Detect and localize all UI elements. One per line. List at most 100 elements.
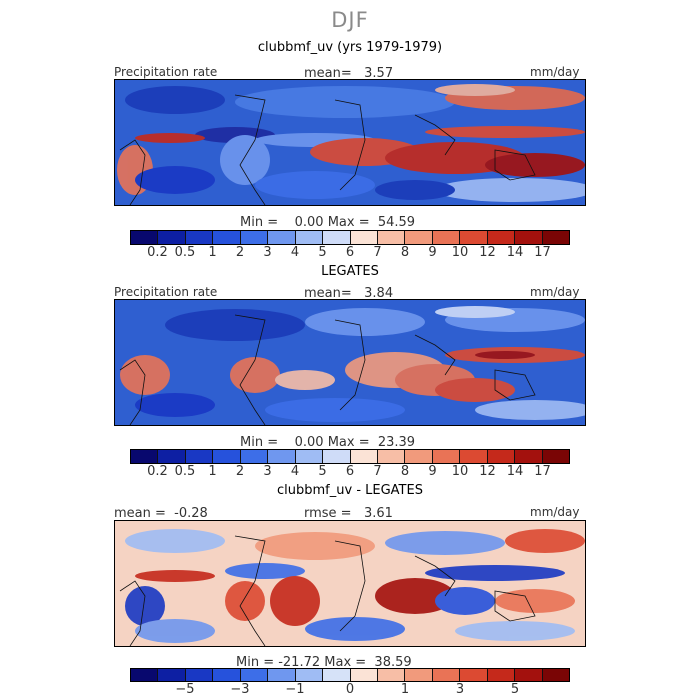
- panel1-colorbar: [130, 230, 570, 245]
- colorbar-tick-label: 8: [400, 245, 410, 260]
- colorbar-swatch: [432, 231, 461, 244]
- colorbar-tick-label: 14: [506, 245, 524, 260]
- panel2-colorbar-ticks: 0.2 0.5 1 2 3 4 5 6 7 8 9 10 12 14 17: [130, 464, 570, 480]
- colorbar-tick-label: 3: [263, 464, 272, 479]
- panel1-minmax: Min = 0.00 Max = 54.59: [240, 215, 416, 230]
- colorbar-swatch: [268, 231, 296, 244]
- colorbar-tick-label: 9: [428, 464, 437, 479]
- colorbar-swatch: [323, 231, 351, 244]
- colorbar-swatch: [515, 450, 543, 463]
- colorbar-tick-label: 12: [479, 464, 496, 479]
- colorbar-tick-label: 2: [235, 245, 245, 260]
- colorbar-swatch: [405, 450, 433, 463]
- panel2-variable-label: Precipitation rate: [114, 285, 218, 299]
- colorbar-tick-label: 2: [235, 464, 245, 479]
- colorbar-tick-label: 3: [263, 245, 272, 260]
- colorbar-swatch: [515, 669, 543, 681]
- panel3-minmax: Min = -21.72 Max = 38.59: [236, 655, 412, 670]
- colorbar-swatch: [487, 450, 516, 463]
- colorbar-swatch: [131, 450, 159, 463]
- colorbar-tick-label: 7: [373, 245, 382, 260]
- colorbar-swatch: [158, 450, 186, 463]
- colorbar-swatch: [460, 669, 488, 681]
- colorbar-swatch: [213, 450, 241, 463]
- colorbar-tick-label: 5: [510, 682, 520, 697]
- colorbar-swatch: [487, 231, 516, 244]
- colorbar-tick-label: 5: [318, 464, 327, 479]
- panel3-title: clubbmf_uv - LEGATES: [277, 483, 423, 498]
- colorbar-tick-label: 5: [318, 245, 327, 260]
- colorbar-swatch: [295, 669, 324, 681]
- colorbar-swatch: [377, 450, 406, 463]
- colorbar-tick-label: 17: [534, 464, 551, 479]
- colorbar-swatch: [405, 231, 433, 244]
- model-title: clubbmf_uv (yrs 1979-1979): [257, 40, 443, 55]
- colorbar-tick-label: 14: [506, 464, 524, 479]
- colorbar-swatch: [515, 231, 543, 244]
- colorbar-swatch: [268, 450, 296, 463]
- panel2-minmax: Min = 0.00 Max = 23.39: [240, 435, 416, 450]
- colorbar-swatch: [323, 669, 351, 681]
- colorbar-tick-label: 0.2: [147, 464, 168, 479]
- colorbar-swatch: [377, 231, 406, 244]
- colorbar-swatch: [240, 231, 269, 244]
- colorbar-tick-label: 9: [428, 245, 437, 260]
- colorbar-swatch: [295, 450, 324, 463]
- colorbar-swatch: [158, 669, 186, 681]
- colorbar-tick-label: 0.5: [174, 464, 196, 479]
- colorbar-swatch: [542, 231, 569, 244]
- panel3-colorbar-ticks: −5 −3 −1 0 1 3 5: [130, 682, 570, 698]
- colorbar-tick-label: 17: [534, 245, 551, 260]
- panel2-title: LEGATES: [321, 264, 379, 279]
- colorbar-tick-label: 1: [400, 682, 410, 697]
- colorbar-swatch: [323, 450, 351, 463]
- colorbar-swatch: [542, 669, 569, 681]
- colorbar-swatch: [460, 450, 488, 463]
- colorbar-swatch: [268, 669, 296, 681]
- colorbar-swatch: [350, 450, 378, 463]
- colorbar-swatch: [432, 669, 461, 681]
- colorbar-swatch: [377, 669, 406, 681]
- colorbar-swatch: [158, 231, 186, 244]
- colorbar-swatch: [405, 669, 433, 681]
- panel1-variable-label: Precipitation rate: [114, 65, 218, 79]
- colorbar-tick-label: 0.2: [147, 245, 168, 260]
- colorbar-swatch: [460, 231, 488, 244]
- panel3-colorbar: [130, 668, 570, 682]
- colorbar-swatch: [432, 450, 461, 463]
- colorbar-tick-label: −3: [230, 682, 250, 697]
- colorbar-swatch: [240, 669, 269, 681]
- panel2-map: [114, 299, 586, 426]
- colorbar-tick-label: 0: [345, 682, 355, 697]
- colorbar-tick-label: 10: [451, 245, 469, 260]
- panel2-units: mm/day: [530, 285, 580, 299]
- colorbar-tick-label: 1: [208, 464, 217, 479]
- panel1-colorbar-ticks: 0.2 0.5 1 2 3 4 5 6 7 8 9 10 12 14 17: [130, 245, 570, 261]
- colorbar-swatch: [213, 231, 241, 244]
- colorbar-tick-label: −1: [285, 682, 305, 697]
- season-title: DJF: [331, 8, 369, 32]
- colorbar-tick-label: 0.5: [174, 245, 196, 260]
- colorbar-tick-label: 6: [345, 245, 355, 260]
- panel3-units: mm/day: [530, 505, 580, 519]
- panel1-mean: mean= 3.57: [304, 66, 394, 81]
- panel2-colorbar: [130, 449, 570, 464]
- colorbar-swatch: [185, 669, 214, 681]
- colorbar-tick-label: 3: [455, 682, 465, 697]
- colorbar-tick-label: 1: [208, 245, 217, 260]
- colorbar-swatch: [131, 669, 159, 681]
- colorbar-tick-label: 7: [373, 464, 382, 479]
- colorbar-swatch: [213, 669, 241, 681]
- colorbar-tick-label: 4: [290, 464, 300, 479]
- colorbar-swatch: [350, 231, 378, 244]
- colorbar-swatch: [131, 231, 159, 244]
- panel2-mean: mean= 3.84: [304, 286, 394, 301]
- colorbar-swatch: [295, 231, 324, 244]
- colorbar-swatch: [350, 669, 378, 681]
- colorbar-tick-label: 6: [345, 464, 355, 479]
- colorbar-swatch: [185, 231, 214, 244]
- colorbar-tick-label: −5: [175, 682, 195, 697]
- colorbar-tick-label: 12: [479, 245, 496, 260]
- colorbar-tick-label: 10: [451, 464, 469, 479]
- colorbar-tick-label: 8: [400, 464, 410, 479]
